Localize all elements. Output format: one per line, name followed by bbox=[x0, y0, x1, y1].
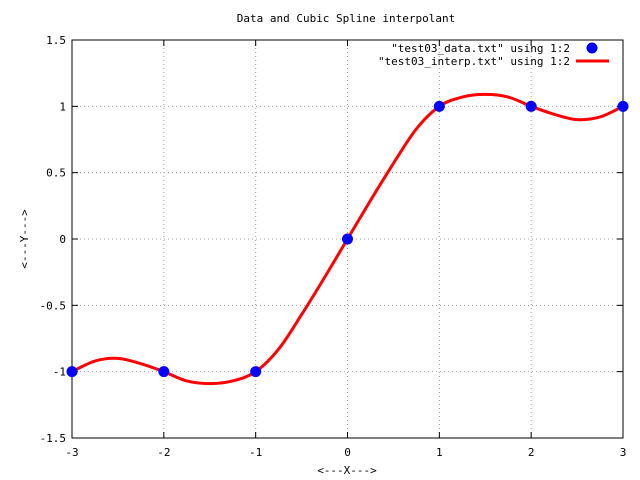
y-tick-label: 1 bbox=[59, 100, 66, 113]
y-tick-label: 1.5 bbox=[46, 34, 66, 47]
data-point bbox=[525, 100, 537, 112]
data-point bbox=[250, 366, 262, 378]
y-axis-label: <---Y---> bbox=[18, 209, 31, 269]
legend-label-data: "test03_data.txt" using 1:2 bbox=[391, 42, 570, 55]
x-tick-label: -1 bbox=[249, 446, 262, 459]
x-tick-label: -3 bbox=[65, 446, 78, 459]
data-point bbox=[617, 100, 629, 112]
legend-label-interp: "test03_interp.txt" using 1:2 bbox=[378, 55, 570, 68]
y-tick-label: -1.5 bbox=[40, 432, 67, 445]
y-tick-label: -1 bbox=[53, 366, 66, 379]
x-tick-label: 3 bbox=[620, 446, 627, 459]
data-point bbox=[433, 100, 445, 112]
tick-labels: -3 -2 -1 0 1 2 3 -1.5 -1 -0.5 0 0.5 1 1.5 bbox=[40, 34, 627, 459]
series-layer bbox=[66, 92, 629, 386]
x-tick-label: 2 bbox=[528, 446, 535, 459]
x-tick-label: 0 bbox=[344, 446, 351, 459]
data-point bbox=[158, 366, 170, 378]
data-point bbox=[342, 233, 353, 245]
legend: "test03_data.txt" using 1:2"test03_inter… bbox=[378, 42, 609, 68]
y-tick-label: 0.5 bbox=[46, 167, 66, 180]
x-axis-label: <---X---> bbox=[317, 464, 377, 477]
x-tick-label: 1 bbox=[436, 446, 443, 459]
y-tick-label: 0 bbox=[59, 233, 66, 246]
legend-marker-data bbox=[586, 42, 598, 54]
chart-title: Data and Cubic Spline interpolant bbox=[237, 12, 456, 25]
y-tick-label: -0.5 bbox=[40, 299, 67, 312]
data-point bbox=[66, 366, 78, 378]
x-tick-label: -2 bbox=[157, 446, 170, 459]
